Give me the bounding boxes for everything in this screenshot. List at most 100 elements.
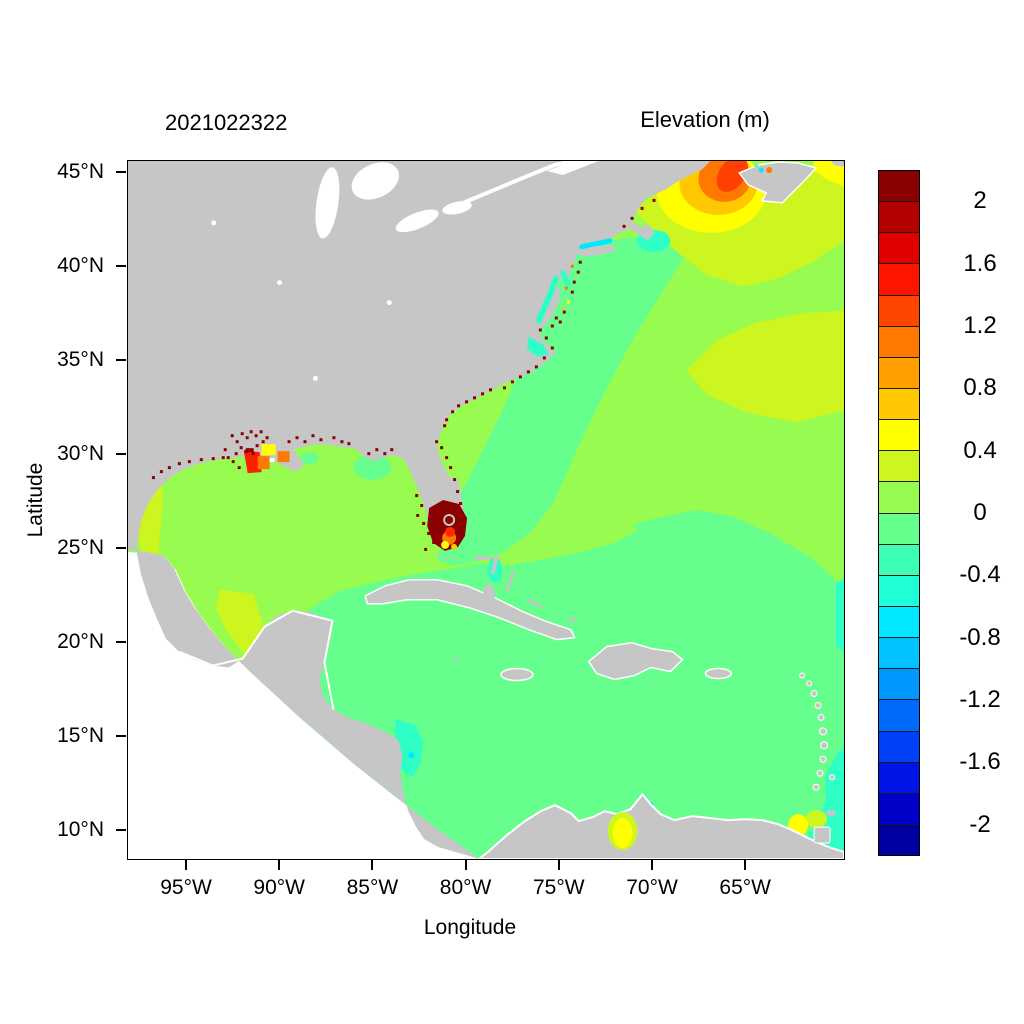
colorbar-cell <box>879 263 919 295</box>
land-hispaniola <box>587 641 684 681</box>
region-delaware-bay <box>560 270 572 288</box>
colorbar-tick-label: 2 <box>973 187 987 215</box>
colorbar-cell <box>879 730 919 762</box>
colorbar-tick-label: 0.4 <box>963 436 997 464</box>
colorbar-cell <box>879 792 919 824</box>
lake-erie <box>395 209 439 233</box>
region-louisiana-surge <box>243 444 290 474</box>
colorbar-cell <box>879 325 919 357</box>
land-yucatan-fringe <box>178 609 335 710</box>
region-lake-maracaibo <box>612 818 633 849</box>
colorbar-tick-label: 1.2 <box>963 311 997 339</box>
y-tick-label: 10°N <box>57 818 104 841</box>
region-out-of-domain <box>128 551 480 859</box>
land-abaco <box>490 553 499 575</box>
colorbar <box>878 170 920 856</box>
y-tick-mark <box>116 829 126 831</box>
x-tick-mark <box>185 860 187 870</box>
colorbar-cell <box>879 761 919 793</box>
region-fundy-speck-cyan <box>758 167 764 173</box>
colorbar-tick-label: -0.4 <box>959 561 1001 589</box>
region-pamlico-sound <box>526 336 549 357</box>
x-tick-mark <box>557 860 560 870</box>
land-puerto-rico <box>704 667 733 680</box>
y-tick-label: 30°N <box>57 442 104 465</box>
region-ms-sound-patch <box>300 452 319 465</box>
map-canvas <box>128 161 844 859</box>
y-tick-label: 20°N <box>57 630 104 653</box>
colorbar-cell <box>879 574 919 606</box>
x-tick-label: 80°W <box>439 876 492 899</box>
colorbar-cell <box>879 201 919 233</box>
map-plot-area <box>127 160 845 860</box>
land-trinidad <box>813 826 831 844</box>
speckles-gulf-coast <box>151 434 394 480</box>
florida-keys <box>435 553 455 560</box>
x-tick-label: 90°W <box>253 876 305 899</box>
colorbar-cell <box>879 294 919 326</box>
colorbar-cell <box>879 637 919 669</box>
speckles-louisiana <box>223 430 269 470</box>
speckles-southeast-coast <box>443 328 554 428</box>
colorbar-title: Elevation (m) <box>640 107 770 132</box>
x-axis-title: Longitude <box>423 916 517 939</box>
x-tick-label: 70°W <box>626 876 678 899</box>
land-south-america <box>477 792 844 859</box>
region-everglades-surge <box>427 500 468 551</box>
lake-okeechobee <box>443 513 456 526</box>
land-andros <box>483 583 495 608</box>
land-grand-bahama <box>475 555 491 560</box>
land-long-island-bahamas <box>526 598 543 609</box>
land-eleuthera <box>505 570 516 592</box>
land-lesser-antilles <box>799 672 836 791</box>
x-tick-mark <box>464 860 467 870</box>
colorbar-cell <box>879 543 919 575</box>
colorbar-tick-label: 0.8 <box>963 374 997 402</box>
region-fundy-core <box>716 161 748 192</box>
x-tick-mark <box>371 860 374 870</box>
region-east-edge-band-upper <box>836 577 844 652</box>
y-tick-mark <box>116 265 126 267</box>
region-topright-yellow-strip <box>812 161 844 187</box>
colorbar-cell <box>879 512 919 544</box>
land-turks <box>568 617 577 622</box>
region-atlantic-coastal-band <box>437 232 685 566</box>
colorbar-cell <box>879 699 919 731</box>
colorbar-cell <box>879 823 919 856</box>
region-campeche-tongue <box>215 589 264 656</box>
run-timestamp-title: 2021022322 <box>165 110 288 135</box>
lake-michigan <box>315 167 340 239</box>
y-tick-mark <box>116 641 126 643</box>
colorbar-tick-label: -0.8 <box>959 623 1001 651</box>
lake-huron <box>351 162 400 200</box>
region-midatlantic-yellowgreen <box>686 310 844 423</box>
land-jamaica <box>500 667 534 682</box>
x-tick-label: 75°W <box>533 876 585 899</box>
region-honduras-cyan <box>408 752 415 759</box>
st-lawrence-river <box>462 161 574 205</box>
st-lawrence-estuary <box>546 161 599 175</box>
x-tick-label: 85°W <box>346 876 399 899</box>
land-tobago <box>826 810 837 817</box>
colorbar-cell <box>879 668 919 700</box>
y-tick-label: 40°N <box>57 254 104 277</box>
colorbar-cell <box>879 605 919 638</box>
colorbar-cell <box>879 481 919 513</box>
land-topright-sliver <box>831 161 844 167</box>
x-tick-label: 65°W <box>719 876 771 899</box>
region-trinidad-yellowgreen <box>805 810 828 829</box>
x-tick-mark <box>744 860 747 870</box>
y-tick-label: 35°N <box>57 348 104 371</box>
region-fundy-speck-green <box>753 162 759 168</box>
region-florida-straits-tongue <box>482 521 639 566</box>
land-cuba <box>364 579 576 641</box>
y-tick-label: 45°N <box>57 160 104 183</box>
region-chesapeake-bay <box>535 275 559 324</box>
colorbar-cell <box>879 419 919 451</box>
colorbar-tick-label: -1.2 <box>959 686 1001 714</box>
colorbar-tick-label: -2 <box>969 810 991 838</box>
y-axis-title: Latitude <box>24 462 47 538</box>
small-lake <box>277 280 283 286</box>
land-mainland <box>128 161 711 859</box>
